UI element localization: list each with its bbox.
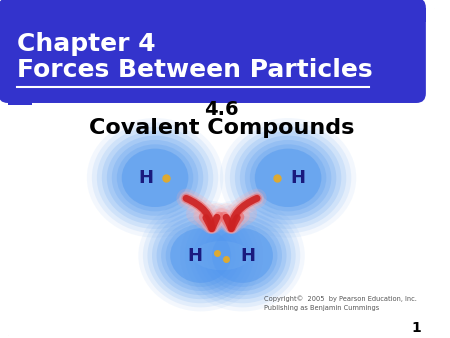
Ellipse shape	[138, 200, 263, 311]
Ellipse shape	[235, 131, 341, 224]
Ellipse shape	[117, 144, 194, 211]
Ellipse shape	[107, 136, 203, 220]
Text: Copyright©  2005  by Pearson Education, Inc.
Publishing as Benjamin Cummings: Copyright© 2005 by Pearson Education, In…	[264, 295, 417, 311]
Ellipse shape	[148, 208, 254, 303]
Ellipse shape	[255, 149, 321, 207]
Ellipse shape	[143, 204, 258, 307]
Ellipse shape	[157, 216, 245, 295]
FancyArrowPatch shape	[224, 198, 257, 228]
Ellipse shape	[170, 228, 231, 283]
FancyArrowPatch shape	[186, 198, 222, 226]
Text: H: H	[138, 169, 153, 187]
Bar	[8, 8, 426, 22]
Ellipse shape	[102, 131, 208, 224]
Text: 1: 1	[411, 321, 421, 335]
Ellipse shape	[245, 140, 331, 216]
Ellipse shape	[92, 122, 218, 233]
Ellipse shape	[250, 144, 326, 211]
Ellipse shape	[240, 136, 336, 220]
Ellipse shape	[255, 149, 321, 207]
Text: Covalent Compounds: Covalent Compounds	[89, 118, 354, 138]
Ellipse shape	[122, 149, 188, 207]
Text: H: H	[241, 247, 256, 265]
Ellipse shape	[170, 228, 231, 283]
Ellipse shape	[161, 220, 240, 291]
Text: H: H	[290, 169, 305, 187]
FancyArrowPatch shape	[216, 198, 257, 224]
Bar	[8, 8, 32, 105]
Text: 4.6: 4.6	[204, 100, 239, 119]
Text: H: H	[188, 247, 203, 265]
Ellipse shape	[212, 228, 273, 283]
Ellipse shape	[203, 220, 282, 291]
Ellipse shape	[189, 208, 296, 303]
Ellipse shape	[220, 118, 356, 238]
Ellipse shape	[230, 127, 346, 229]
Ellipse shape	[184, 204, 300, 307]
FancyArrowPatch shape	[220, 198, 257, 226]
Ellipse shape	[212, 228, 273, 283]
Ellipse shape	[122, 149, 188, 207]
Text: Forces Between Particles: Forces Between Particles	[17, 58, 373, 82]
Ellipse shape	[193, 241, 250, 270]
FancyArrowPatch shape	[186, 198, 219, 228]
Ellipse shape	[194, 212, 291, 299]
FancyArrowPatch shape	[186, 198, 217, 228]
Text: Chapter 4: Chapter 4	[17, 32, 156, 56]
FancyArrowPatch shape	[186, 198, 227, 224]
Ellipse shape	[112, 140, 198, 216]
FancyBboxPatch shape	[5, 5, 438, 338]
Ellipse shape	[97, 127, 213, 229]
Ellipse shape	[198, 216, 287, 295]
FancyArrowPatch shape	[226, 198, 257, 228]
Ellipse shape	[225, 122, 351, 233]
Ellipse shape	[87, 118, 223, 238]
Ellipse shape	[152, 212, 249, 299]
FancyBboxPatch shape	[0, 0, 426, 103]
Ellipse shape	[180, 200, 305, 311]
Ellipse shape	[207, 224, 278, 287]
Ellipse shape	[166, 224, 236, 287]
